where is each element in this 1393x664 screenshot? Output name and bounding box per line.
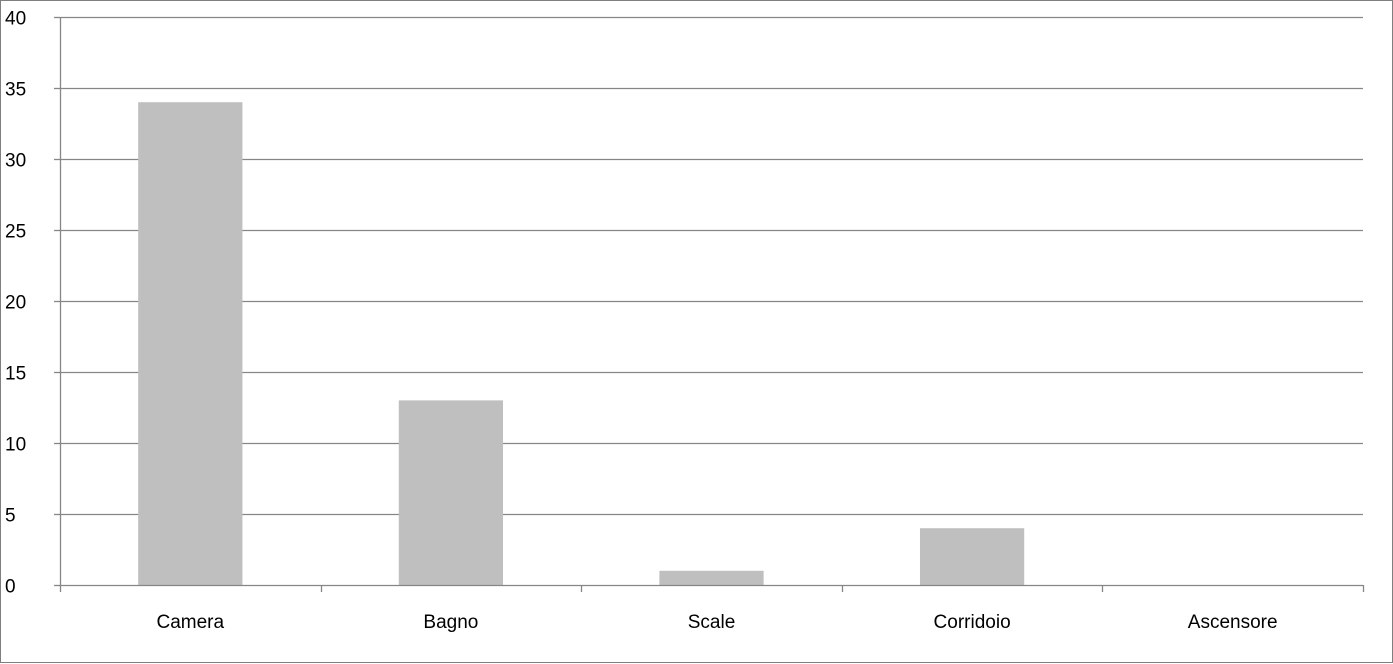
y-tick-label: 0 (5, 577, 16, 598)
axes (54, 16, 1365, 592)
y-tick-label: 30 (5, 151, 26, 172)
bars (138, 102, 1025, 585)
y-tick-label: 15 (5, 364, 26, 385)
y-tick-label: 35 (5, 80, 26, 101)
x-tick-label: Camera (157, 612, 225, 633)
x-tick-label: Ascensore (1188, 612, 1278, 633)
x-tick-label: Corridoio (934, 612, 1011, 633)
y-tick-label: 25 (5, 222, 26, 243)
bar-scale (659, 570, 764, 585)
y-tick-labels: 0 5 10 15 20 25 30 35 40 (5, 9, 26, 598)
x-tick-label: Bagno (423, 612, 478, 633)
bar-camera (138, 102, 243, 585)
bar-corridoio (919, 528, 1025, 585)
y-tick-label: 20 (5, 293, 26, 314)
y-tick-label: 5 (5, 506, 16, 527)
gridlines (60, 16, 1363, 516)
x-tick-label: Scale (688, 612, 736, 633)
y-tick-label: 40 (5, 9, 26, 30)
bar-bagno (398, 400, 504, 585)
x-tick-labels: Camera Bagno Scale Corridoio Ascensore (157, 612, 1278, 633)
y-tick-label: 10 (5, 435, 26, 456)
